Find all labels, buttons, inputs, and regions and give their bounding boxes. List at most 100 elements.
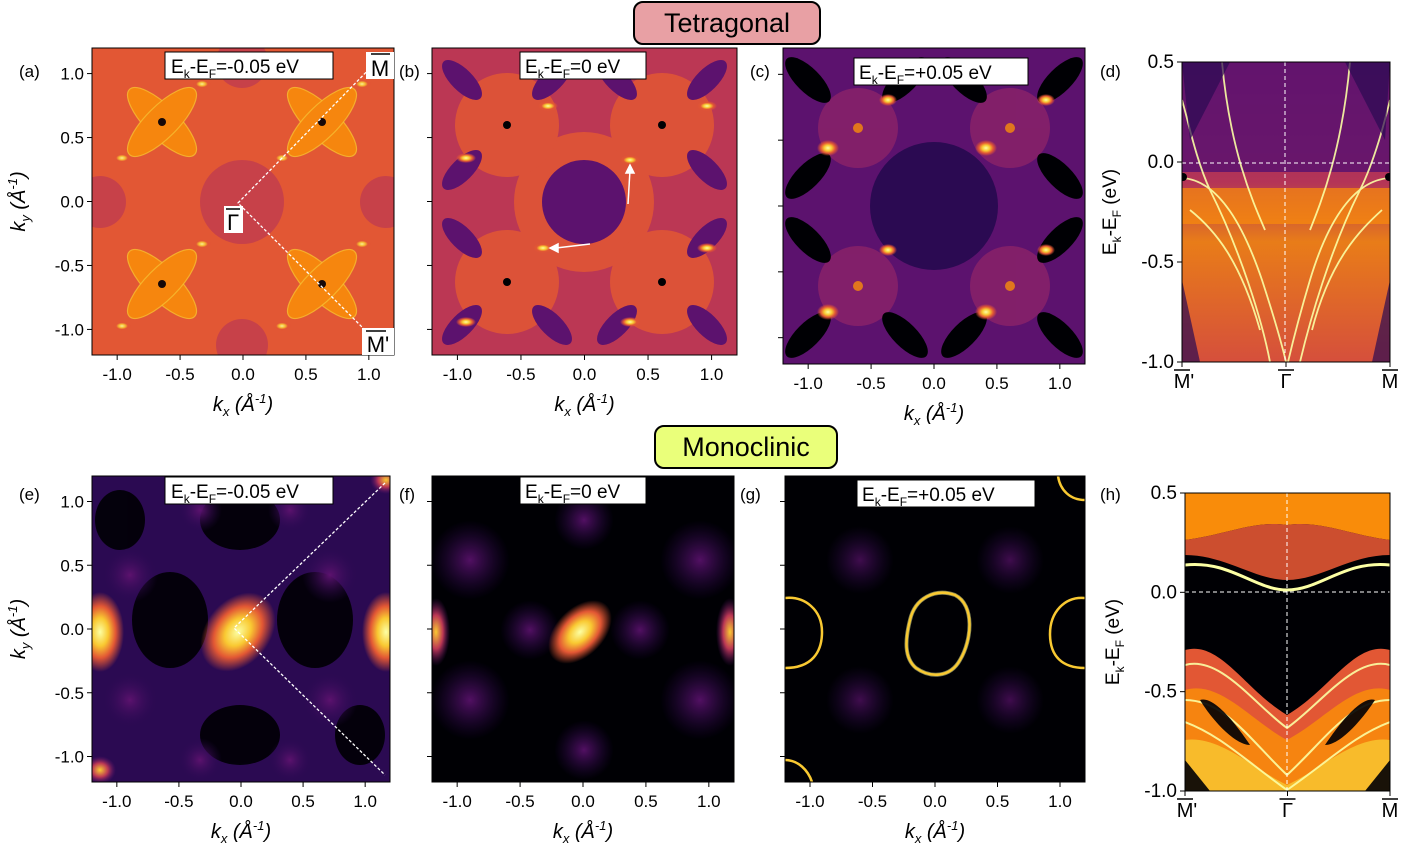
panel-g-energy-label: Ek-EF=+0.05 eV [856,479,1036,509]
x-tick-label: M' [1174,371,1194,393]
svg-text:Ek-EF=-0.05 eV: Ek-EF=-0.05 eV [171,57,299,81]
x-tick-label: -1.0 [103,365,132,384]
x-tick-label: -1.0 [443,365,472,384]
x-tick-label: 1.0 [697,792,721,811]
x-tick-label: 1.0 [357,365,381,384]
x-tick-label: 0.5 [636,365,660,384]
section-header-box [654,425,838,469]
x-axis-label: kx (Å-1) [553,818,613,846]
y-axis-label: ky (Å-1) [5,171,33,231]
panel-g: Ek-EF=+0.05 eV (g) [740,475,1086,783]
section-header-monoclinic: Monoclinic [654,425,838,469]
panel-h-letter: (h) [1100,485,1121,504]
y-tick-label: -1.0 [1141,352,1174,373]
panel-b: Ek-EF=0 eV (b) [399,47,738,356]
x-tick-label: 0.0 [231,365,255,384]
panel-d-letter: (d) [1100,62,1121,81]
y-tick-label: -0.5 [55,256,84,275]
panel-a-dirac-points [158,118,326,288]
x-tick-label: -0.5 [164,792,193,811]
y-tick-label: 0.5 [60,129,84,148]
panel-a-hsp-Gamma: Γ [224,206,243,235]
panel-g-fermi-pocket [785,476,1085,782]
x-tick-label: 0.0 [229,792,253,811]
x-tick-label: -1.0 [794,374,823,393]
panel-b-heatmap [432,48,737,355]
section-header-text: Tetragonal [664,8,790,38]
panel-b-letter: (b) [399,62,420,81]
x-tick-label: -0.5 [505,792,534,811]
x-tick-label: 0.0 [573,365,597,384]
y-tick-label: 0.0 [1148,152,1174,173]
x-tick-label: 0.5 [986,792,1010,811]
panel-a-letter: (a) [19,62,40,81]
x-tick-label: 0.5 [291,792,315,811]
svg-text:Ek-EF=+0.05 eV: Ek-EF=+0.05 eV [862,485,995,509]
panel-a: Ek-EF=-0.05 eV (a) M Γ M' [19,47,395,357]
x-tick-label: -0.5 [856,374,885,393]
y-tick-label: 1.0 [60,65,84,84]
x-axis-label: kx (Å-1) [213,391,273,419]
svg-text:M': M' [367,332,390,357]
panel-e-heatmap [92,476,390,782]
panel-b-energy-label: Ek-EF=0 eV [519,51,647,81]
x-axis-label: kx (Å-1) [905,818,965,846]
panel-a-kpath [237,57,381,346]
x-tick-label: 0.5 [634,792,658,811]
panel-g-letter: (g) [740,485,761,504]
y-tick-label: 0.5 [1151,483,1177,504]
panel-f-letter: (f) [399,485,415,504]
y-tick-label: 0.5 [1148,52,1174,73]
x-axis-label: kx (Å-1) [211,818,271,846]
y-tick-label: -0.5 [1141,252,1174,273]
panel-d: (d) [1100,61,1391,363]
panel-a-heatmap [92,48,394,355]
y-axis-label: ky (Å-1) [5,599,33,659]
x-tick-label: M [1382,371,1399,393]
y-tick-label: 0.5 [60,556,84,575]
y-tick-label: 0.0 [1151,582,1177,603]
panel-e-energy-label: Ek-EF=-0.05 eV [164,476,334,506]
panel-h: (h) [1100,485,1391,792]
svg-text:Ek-EF=0 eV: Ek-EF=0 eV [525,482,621,506]
x-tick-label: -1.0 [443,792,472,811]
x-tick-label: 0.5 [985,374,1009,393]
x-tick-label: 1.0 [353,792,377,811]
panel-h-bands [1185,493,1390,791]
y-tick-label: -0.5 [55,684,84,703]
y-tick-label: -1.0 [55,748,84,767]
panel-g-heatmap [785,476,1085,782]
svg-text:Ek-EF=+0.05 eV: Ek-EF=+0.05 eV [859,63,992,87]
x-tick-label: 1.0 [1048,792,1072,811]
x-tick-label: 0.5 [294,365,318,384]
panel-f-heatmap [432,476,734,782]
y-tick-label: -0.5 [1144,682,1177,703]
svg-text:M: M [371,56,389,81]
panel-e-letter: (e) [19,485,40,504]
x-tick-label: -1.0 [795,792,824,811]
panel-b-features [442,60,727,345]
x-tick-label: 0.0 [922,374,946,393]
panel-c-heatmap [783,48,1085,364]
panel-b-arrows [548,163,636,254]
section-header-box [633,1,821,45]
y-tick-label: 0.0 [60,620,84,639]
x-tick-label: 1.0 [1048,374,1072,393]
x-tick-label: 0.0 [923,792,947,811]
panel-f-energy-label: Ek-EF=0 eV [519,476,647,506]
svg-text:Ek-EF=-0.05 eV: Ek-EF=-0.05 eV [171,482,299,506]
panel-a-hsp-Mprime: M' [362,328,394,357]
panel-e: Ek-EF=-0.05 eV (e) [19,475,391,783]
axes-layer: -1.0 -1.0 -0.5 -0.5 0.0 0.0 0.5 0.5 1.0 1.0 kx (Å-… [5,52,1398,846]
panel-c: Ek-EF=+0.05 eV (c) [750,47,1086,365]
y-axis-label: Ek-EF (eV) [1103,599,1127,685]
x-tick-label: 0.0 [571,792,595,811]
section-header-text: Monoclinic [682,432,810,462]
x-tick-label: -0.5 [506,365,535,384]
panel-a-hsp-M: M [366,52,394,81]
y-tick-label: -1.0 [1144,781,1177,802]
panel-f: Ek-EF=0 eV (f) [399,475,735,783]
panel-a-hotspots [113,79,371,331]
svg-text:Ek-EF=0 eV: Ek-EF=0 eV [525,57,621,81]
